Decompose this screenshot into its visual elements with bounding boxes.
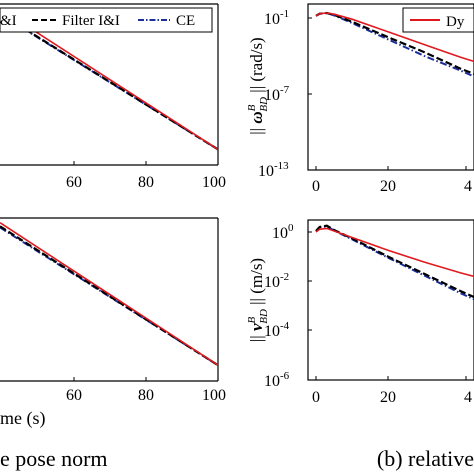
br-xtick-label-0: 0 [312,389,320,406]
tr-xtick-label-20: 20 [380,178,396,195]
tr-legend-label-dyn: Dy [446,14,465,30]
top-right-series-dyn-line [315,12,474,63]
br-ylabel: || vBBD || (m/s) [246,258,270,342]
br-series-group [315,224,474,301]
caption-left: e pose norm [0,446,108,471]
bottom-right-series-dyn-line [315,227,474,278]
br-ytick-label-0: 100 [272,222,294,242]
bl-xtick-label-100: 100 [202,387,226,404]
panel-top-left: &I Filter I&I CE 60 80 100 [0,3,226,191]
panel-top-right: Dy 10-1 10-7 10-13 0 20 4 || ωBBD || (ra… [246,3,474,195]
tl-xticks: 60 80 100 [66,161,226,191]
tr-series-group [315,11,474,78]
tr-xtick-label-0: 0 [312,178,320,195]
tr-ylabel: || ωBBD || (rad/s) [246,37,270,134]
br-xtick-label-20: 20 [380,389,396,406]
caption-right: (b) relative [377,446,474,471]
br-axes-box [307,219,474,381]
tr-axes-box [307,3,474,171]
tl-legend-label-filter: Filter I&I [62,13,120,29]
tr-xtick-label-40: 4 [464,178,472,195]
panel-bottom-left: 60 80 100 me (s) [0,217,226,429]
tl-xtick-label-80: 80 [138,174,154,191]
bottom-right-series-ce-line [315,225,474,301]
tl-legend-label-a: &I [0,13,17,29]
tr-ytick-label-1: 10-1 [264,8,289,28]
bl-series-group [0,222,218,367]
bl-xtick-label-60: 60 [66,387,82,404]
panel-bottom-right: 100 10-2 10-4 10-6 0 20 4 || vBBD || (m/… [246,219,474,406]
bottom-right-series-filter-line [315,224,474,299]
bottom-left-series-dyn-line [0,222,218,366]
br-ytick-label-2: 10-2 [264,271,289,291]
tl-legend-label-ce: CE [176,13,195,29]
tr-ytick-label-7: 10-7 [264,84,290,104]
tl-xtick-label-60: 60 [66,174,82,191]
br-ytick-label-6: 10-6 [264,370,290,390]
tl-xtick-label-100: 100 [202,174,226,191]
br-ytick-label-4: 10-4 [264,320,290,340]
br-xtick-label-40: 4 [464,389,472,406]
bl-xlabel: me (s) [0,408,45,429]
bl-xtick-label-80: 80 [138,387,154,404]
tr-ytick-label-13: 10-13 [258,160,289,180]
